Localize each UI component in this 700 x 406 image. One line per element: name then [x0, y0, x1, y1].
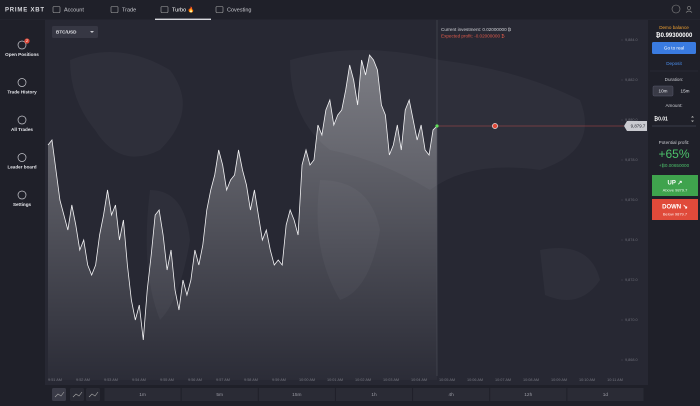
timeframe-button[interactable]: [413, 388, 490, 401]
tab-label[interactable]: Turbo 🔥: [172, 6, 195, 13]
sidebar-icon: [17, 190, 27, 200]
help-icon[interactable]: [671, 4, 681, 14]
sidebar-label[interactable]: Open Positions: [5, 52, 39, 57]
timeframe-button[interactable]: [567, 388, 644, 401]
price-area: [48, 55, 437, 380]
y-tick-label: 9,870.0: [625, 318, 638, 322]
tab-label[interactable]: Account: [64, 7, 84, 13]
sidebar-icon: [17, 78, 27, 87]
badge: [24, 38, 30, 44]
duration-button[interactable]: [652, 85, 674, 97]
symbol-label[interactable]: BTC/USD: [56, 30, 77, 35]
timeframe-label[interactable]: 1h: [371, 392, 377, 398]
chart-type-icon: [54, 391, 65, 398]
balance-label: Demo balance: [659, 25, 689, 30]
current-price-label: 9,879.7: [631, 123, 646, 128]
y-tick-label: 9,872.0: [625, 278, 638, 282]
y-tick-label: 9,882.0: [625, 78, 638, 82]
balance: ₿0.99300000: [656, 32, 693, 39]
tab-label[interactable]: Covesting: [227, 7, 251, 13]
tab-label[interactable]: Trade: [122, 7, 136, 13]
sidebar: [0, 20, 45, 406]
amount-value[interactable]: ₿0.01: [654, 116, 668, 123]
profit-amount: +₿0.00650000: [659, 162, 690, 168]
investment-text: Current investment: 0.02000000 ₿: [441, 26, 512, 32]
price-tag: [624, 121, 647, 131]
position-marker[interactable]: [492, 123, 498, 129]
amount-stepper[interactable]: [691, 115, 694, 123]
x-tick-label: 10:09 AM: [551, 378, 567, 382]
y-tick-label: 9,874.0: [625, 238, 638, 242]
logo: PRIME XBT: [5, 8, 45, 14]
sidebar-label[interactable]: All Trades: [11, 127, 33, 132]
go-real-button[interactable]: [652, 42, 696, 54]
timeframe-button[interactable]: [104, 388, 181, 401]
y-tick-label: 9,868.0: [625, 358, 638, 362]
dropdown-arrow: [90, 31, 94, 33]
timeframe-label[interactable]: 5m: [216, 392, 223, 398]
price-line: [47, 54, 438, 341]
x-tick-label: 10:11 AM: [607, 378, 623, 382]
badge-count: 2: [26, 39, 28, 43]
profile-icon[interactable]: [687, 6, 691, 10]
profile-icon: [685, 10, 693, 13]
duration-label: Duration:: [665, 77, 684, 82]
continent: [70, 52, 183, 157]
chart-type-icon: [72, 391, 83, 398]
sidebar-icon: [17, 153, 27, 162]
x-tick-label: 10:06 AM: [467, 378, 483, 382]
timeframe-label[interactable]: 4h: [448, 392, 454, 398]
y-tick-label: 9,880.0: [625, 118, 638, 122]
timeframe-label[interactable]: 1m: [139, 392, 146, 398]
x-tick-label: 10:08 AM: [523, 378, 539, 382]
down-label[interactable]: DOWN ↘: [662, 205, 688, 211]
tab-icon: [215, 6, 224, 13]
x-tick-label: 10:10 AM: [579, 378, 595, 382]
duration-option[interactable]: 10m: [659, 89, 668, 94]
duration-option[interactable]: 15m: [681, 89, 690, 94]
down-button[interactable]: [652, 199, 698, 220]
expected-profit-text: Expected profit: -0.02000000 ₿: [441, 33, 505, 39]
sidebar-label[interactable]: Settings: [13, 202, 32, 207]
deposit-link[interactable]: Deposit: [666, 61, 682, 66]
sidebar-icon: [17, 115, 27, 125]
continent: [540, 248, 600, 300]
top-bar: [0, 0, 700, 20]
chart-type-icon: [88, 391, 99, 398]
symbol-select[interactable]: [52, 26, 98, 38]
timeframe-label[interactable]: 1d: [603, 392, 609, 398]
profit-label: Potential profit:: [659, 140, 690, 145]
timeframe-button[interactable]: [490, 388, 567, 401]
y-tick-label: 9,878.0: [625, 158, 638, 162]
timeframe-label[interactable]: 15m: [292, 392, 301, 398]
y-tick-label: 9,876.0: [625, 198, 638, 202]
profit-percent: +65%: [658, 147, 689, 161]
up-button[interactable]: [652, 175, 698, 196]
amount-label: Amount:: [665, 103, 682, 108]
go-real-label[interactable]: Go to real: [664, 46, 684, 51]
duration-button[interactable]: [675, 86, 695, 96]
sidebar-label[interactable]: Leader board: [7, 165, 36, 170]
x-tick-label: 10:07 AM: [495, 378, 511, 382]
y-tick-label: 9,884.0: [625, 38, 638, 42]
x-tick-label: 10:05 AM: [439, 378, 455, 382]
amount-input[interactable]: [652, 113, 696, 125]
down-sublabel[interactable]: Below 9879.7: [663, 212, 688, 217]
sidebar-label[interactable]: Trade History: [7, 90, 37, 95]
last-price-dot: [435, 124, 439, 128]
tab-underline: [155, 18, 211, 20]
timeframe-button[interactable]: [335, 388, 413, 401]
up-label[interactable]: UP ↗: [668, 181, 683, 187]
tab-icon: [160, 6, 169, 13]
timeframe-label[interactable]: 12h: [524, 392, 532, 398]
tab-icon: [52, 6, 61, 13]
tab-icon: [110, 6, 119, 13]
timeframe-button[interactable]: [258, 388, 335, 401]
up-sublabel[interactable]: Above 9879.7: [663, 188, 688, 193]
sidebar-icon: [17, 40, 27, 50]
timeframe-button[interactable]: [181, 388, 258, 401]
